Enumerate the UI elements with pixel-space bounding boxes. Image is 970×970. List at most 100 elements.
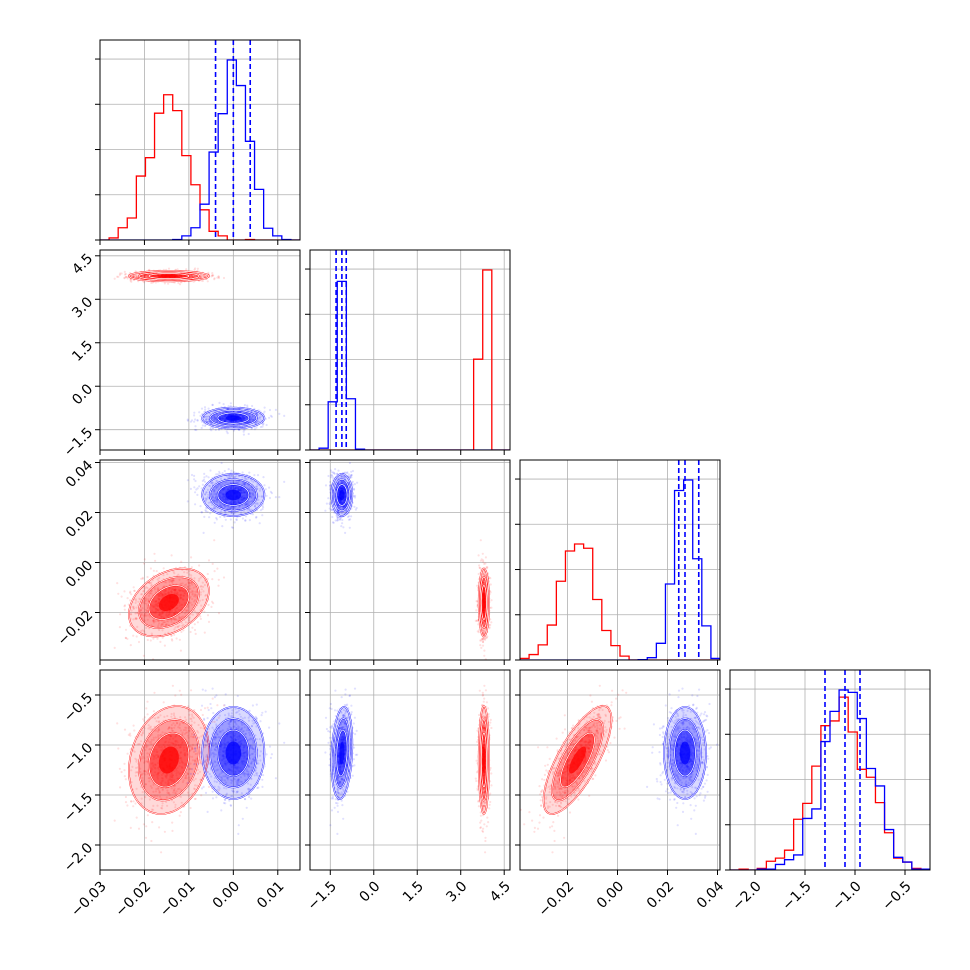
- scatter-point: [171, 822, 173, 824]
- scatter-point: [344, 532, 346, 534]
- scatter-point: [208, 621, 210, 623]
- scatter-point: [164, 282, 166, 284]
- scatter-point: [255, 516, 257, 518]
- scatter-point: [179, 639, 181, 641]
- scatter-point: [482, 645, 484, 647]
- scatter-point: [218, 579, 220, 581]
- scatter-point: [249, 519, 251, 521]
- scatter-point: [232, 471, 234, 473]
- scatter-point: [212, 563, 214, 565]
- scatter-series-1: [324, 462, 358, 534]
- scatter-point: [349, 477, 351, 479]
- scatter-point: [489, 618, 491, 620]
- scatter-point: [218, 402, 220, 404]
- scatter-point: [486, 637, 488, 639]
- scatter-point: [162, 637, 164, 639]
- scatter-point: [207, 511, 209, 513]
- scatter-point: [340, 525, 342, 527]
- scatter-point: [124, 609, 126, 611]
- scatter-point: [218, 612, 220, 614]
- scatter-point: [209, 512, 211, 514]
- scatter-point: [215, 429, 217, 431]
- scatter-point: [203, 411, 205, 413]
- histogram-series-0: [520, 544, 720, 660]
- scatter-point: [243, 431, 245, 433]
- scatter-point: [262, 476, 264, 478]
- scatter-point: [159, 641, 161, 643]
- scatter-point: [350, 515, 352, 517]
- scatter-point: [180, 694, 182, 696]
- scatter-point: [195, 633, 197, 635]
- panel-1-1: [305, 250, 510, 455]
- scatter-point: [142, 577, 144, 579]
- panel-2-0: −0.020.000.020.04: [55, 457, 300, 665]
- scatter-point: [180, 650, 182, 652]
- y-tick-label: 0.00: [63, 557, 96, 590]
- scatter-point: [193, 414, 195, 416]
- scatter-point: [144, 558, 146, 560]
- scatter-point: [123, 277, 125, 279]
- scatter-point: [230, 405, 232, 407]
- scatter-point: [490, 621, 492, 623]
- scatter-point: [205, 475, 207, 477]
- scatter-point: [194, 491, 196, 493]
- scatter-point: [197, 419, 199, 421]
- panel-2-2: [515, 460, 720, 665]
- scatter-point: [271, 492, 273, 494]
- scatter-point: [180, 811, 182, 813]
- scatter-point: [187, 500, 189, 502]
- scatter-point: [341, 522, 343, 524]
- scatter-point: [196, 494, 198, 496]
- scatter-point: [223, 277, 225, 279]
- scatter-point: [212, 404, 214, 406]
- scatter-point: [190, 556, 192, 558]
- scatter-point: [217, 585, 219, 587]
- scatter-point: [150, 639, 152, 641]
- scatter-point: [486, 567, 488, 569]
- scatter-point: [475, 609, 477, 611]
- scatter-point: [268, 487, 270, 489]
- scatter-point: [214, 522, 216, 524]
- scatter-point: [199, 505, 201, 507]
- scatter-point: [208, 516, 210, 518]
- scatter-point: [180, 631, 182, 633]
- scatter-point: [117, 593, 119, 595]
- scatter-point: [130, 280, 132, 282]
- scatter-point: [197, 621, 199, 623]
- scatter-point: [119, 626, 121, 628]
- scatter-point: [354, 495, 356, 497]
- scatter-point: [483, 655, 485, 657]
- scatter-point: [478, 573, 480, 575]
- scatter-series-1: [187, 462, 286, 534]
- scatter-point: [119, 272, 121, 274]
- scatter-point: [260, 509, 262, 511]
- scatter-point: [193, 478, 195, 480]
- panel-2-1: [305, 460, 510, 665]
- scatter-point: [116, 276, 118, 278]
- scatter-point: [353, 506, 355, 508]
- panel-frame: [520, 460, 720, 660]
- scatter-point: [223, 576, 225, 578]
- scatter-point: [342, 526, 344, 528]
- scatter-point: [198, 411, 200, 413]
- scatter-point: [216, 568, 218, 570]
- scatter-point: [350, 475, 352, 477]
- scatter-point: [203, 479, 205, 481]
- scatter-point: [123, 590, 125, 592]
- panel-3-0: −0.03 −0.02 −0.01 0.00 0.01−2.0−1.5−1.0−0.5: [61, 666, 300, 920]
- scatter-point: [114, 278, 116, 280]
- scatter-point: [480, 539, 482, 541]
- scatter-point: [194, 623, 196, 625]
- scatter-point: [355, 509, 357, 511]
- scatter-point: [339, 518, 341, 520]
- scatter-point: [201, 408, 203, 410]
- scatter-point: [193, 421, 195, 423]
- scatter-point: [208, 408, 210, 410]
- scatter-point: [490, 607, 492, 609]
- scatter-point: [337, 519, 339, 521]
- scatter-point: [490, 591, 492, 593]
- scatter-point: [202, 484, 204, 486]
- scatter-point: [485, 556, 487, 558]
- scatter-point: [480, 560, 482, 562]
- scatter-point: [478, 564, 480, 566]
